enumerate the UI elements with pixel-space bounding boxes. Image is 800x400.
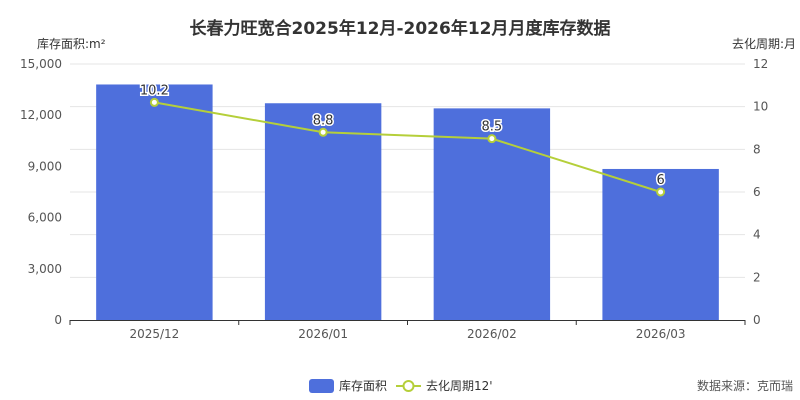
bar[interactable]	[433, 108, 551, 320]
line-layer: 10.2 8.8 8.5 6	[138, 82, 666, 197]
right-axis-label: 去化周期:月	[732, 37, 796, 51]
legend-line-label[interactable]: 去化周期12'	[426, 379, 493, 393]
line-point[interactable]	[318, 127, 328, 137]
line-point[interactable]	[487, 134, 497, 144]
left-tick-label: 3,000	[28, 262, 62, 276]
right-tick-label: 2	[753, 270, 761, 284]
left-tick-label: 6,000	[28, 211, 62, 225]
bar-layer	[96, 84, 719, 321]
point-label: 8.8	[313, 113, 334, 128]
left-tick-label: 12,000	[20, 108, 62, 122]
legend-line-marker[interactable]	[402, 380, 415, 392]
line-series[interactable]	[154, 101, 661, 193]
x-tick-label: 2025/12	[129, 327, 179, 341]
right-tick-label: 8	[753, 142, 761, 156]
point-label: 8.5	[482, 120, 503, 135]
line-point[interactable]	[149, 97, 159, 107]
axis-layer: 0 3,000 6,000 9,000 12,000 15,000 0 2 4 6 8 10 12 202…	[20, 57, 768, 341]
legend: 库存面积 去化周期12'	[309, 378, 493, 393]
left-axis-label: 库存面积:m²	[37, 36, 106, 51]
right-tick-label: 0	[753, 313, 761, 327]
source-note: 数据来源：克而瑞	[697, 378, 793, 393]
x-tick-label: 2026/02	[467, 327, 517, 341]
point-label: 10.2	[140, 83, 169, 98]
bar[interactable]	[96, 84, 213, 320]
left-tick-label: 0	[54, 313, 62, 327]
right-tick-label: 6	[753, 185, 761, 199]
right-tick-label: 10	[753, 100, 768, 114]
chart-title: 长春力旺宽合2025年12月-2026年12月月度库存数据	[190, 18, 611, 39]
right-tick-label: 4	[753, 228, 761, 242]
point-label: 6	[656, 173, 664, 188]
left-tick-label: 15,000	[20, 57, 62, 71]
x-tick-label: 2026/03	[636, 327, 686, 341]
x-tick-label: 2026/01	[298, 327, 348, 341]
legend-bar-label[interactable]: 库存面积	[339, 378, 387, 393]
left-tick-label: 9,000	[28, 159, 62, 173]
right-tick-label: 12	[753, 57, 768, 71]
line-point[interactable]	[656, 187, 666, 197]
bar[interactable]	[264, 103, 382, 321]
legend-bar-swatch[interactable]	[309, 379, 334, 393]
